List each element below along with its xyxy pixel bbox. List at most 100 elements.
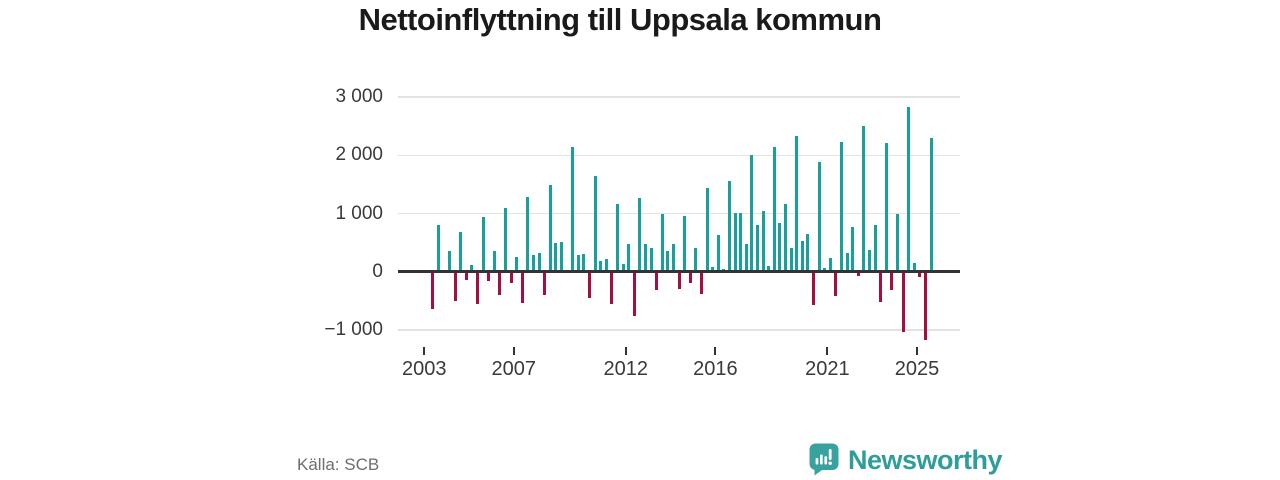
- bar: [649, 248, 653, 272]
- bar: [918, 273, 922, 277]
- bar: [856, 273, 860, 277]
- bar: [677, 273, 681, 289]
- bar: [593, 176, 597, 272]
- bar: [643, 243, 647, 272]
- bar: [817, 161, 821, 272]
- newsworthy-logo-text: Newsworthy: [848, 444, 1003, 475]
- bar: [587, 273, 591, 298]
- bar: [755, 225, 759, 272]
- bar: [733, 212, 737, 272]
- bar: [453, 273, 457, 302]
- x-axis-tick-label: 2021: [805, 358, 850, 380]
- bar: [683, 215, 687, 272]
- bar: [576, 255, 580, 272]
- bar: [895, 213, 899, 272]
- bar: [761, 210, 765, 272]
- bar: [839, 142, 843, 272]
- bar: [694, 248, 698, 272]
- bar: [531, 254, 535, 272]
- bar: [739, 212, 743, 272]
- bar: [475, 273, 479, 305]
- bar: [795, 136, 799, 272]
- bar: [862, 126, 866, 272]
- bar: [923, 273, 927, 340]
- bar: [778, 222, 782, 272]
- newsworthy-logo-icon: [809, 443, 839, 476]
- bar: [431, 273, 435, 310]
- bar: [621, 263, 625, 272]
- bar: [705, 188, 709, 272]
- x-axis-tick-label: 2003: [401, 358, 447, 380]
- gridline: [398, 212, 960, 215]
- bar: [487, 273, 491, 281]
- bar: [515, 256, 519, 272]
- gridline: [398, 329, 960, 331]
- zero-axis-line: [398, 270, 960, 274]
- gridline: [398, 96, 960, 98]
- bar: [436, 224, 440, 272]
- bar: [548, 184, 552, 272]
- x-axis-tick-label: 2016: [693, 358, 738, 380]
- bar: [699, 273, 703, 295]
- bar: [660, 213, 664, 272]
- bar: [912, 262, 916, 272]
- chart-title: Nettoinflyttning till Uppsala kommun: [358, 2, 882, 37]
- bar: [750, 154, 754, 272]
- bar: [554, 242, 558, 272]
- bar: [867, 250, 871, 272]
- bar: [800, 241, 804, 272]
- bar: [537, 252, 541, 272]
- bar: [655, 273, 659, 291]
- bar: [599, 260, 603, 272]
- y-axis-tick-label: 0: [372, 260, 383, 282]
- bar: [845, 252, 849, 272]
- x-axis-tick: [423, 347, 426, 355]
- bar: [520, 273, 524, 303]
- bar: [615, 204, 619, 272]
- bar: [627, 243, 631, 272]
- bar: [907, 106, 911, 272]
- bar: [823, 268, 827, 272]
- x-axis-tick-label: 2012: [603, 358, 649, 380]
- bar: [806, 233, 810, 272]
- bar: [716, 234, 720, 272]
- x-axis-tick-label: 2007: [491, 358, 537, 380]
- bar: [447, 250, 451, 272]
- bar: [498, 273, 502, 296]
- bar: [459, 231, 463, 272]
- bar: [767, 265, 771, 272]
- bar: [873, 224, 877, 272]
- y-axis-tick-label: 3 000: [335, 86, 383, 107]
- gridline: [398, 154, 960, 156]
- y-axis-tick-label: 1 000: [335, 202, 383, 224]
- bar: [890, 273, 894, 291]
- bar: [571, 146, 575, 272]
- bar: [559, 242, 563, 272]
- x-axis-tick: [624, 347, 627, 355]
- bar: [811, 273, 815, 305]
- bar: [688, 273, 692, 283]
- bar: [744, 243, 748, 272]
- bar: [884, 143, 888, 272]
- bar: [879, 273, 883, 302]
- x-axis-tick: [714, 347, 717, 355]
- bar: [727, 180, 731, 272]
- bar: [901, 273, 905, 332]
- bar: [789, 248, 793, 272]
- x-axis-tick: [916, 347, 918, 355]
- bar: [604, 259, 608, 272]
- y-axis-tick-label: 2 000: [335, 144, 383, 166]
- bar: [464, 273, 468, 281]
- y-axis-tick-label: −1 000: [324, 319, 383, 340]
- bar: [470, 265, 474, 272]
- newsworthy-logo[interactable]: Newsworthy: [809, 443, 1003, 476]
- bar: [772, 146, 776, 272]
- bar: [851, 227, 855, 272]
- plot-area: 2003 2007 2012 2016 2021 2025: [398, 96, 960, 380]
- bar: [671, 243, 675, 272]
- x-axis-tick: [826, 347, 829, 355]
- bar: [929, 138, 933, 272]
- x-axis-tick: [512, 347, 515, 355]
- x-axis-tick-label: 2025: [894, 358, 940, 380]
